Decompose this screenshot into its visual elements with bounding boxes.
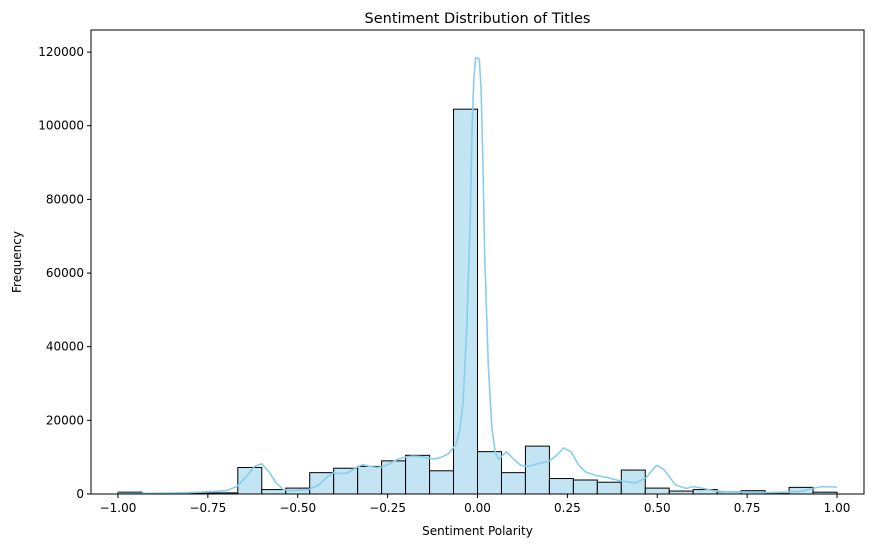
histogram-bar (500, 472, 526, 495)
histogram-bar (405, 454, 431, 495)
y-tick-label: 60000 (46, 266, 84, 280)
x-tick-label: 0.00 (464, 501, 491, 515)
histogram-bar (453, 108, 478, 495)
x-tick-label: −1.00 (100, 501, 137, 515)
y-tick-label: 0 (76, 487, 84, 501)
kde-line (117, 56, 838, 495)
y-tick-label: 20000 (46, 413, 84, 427)
histogram-bar (333, 467, 359, 495)
x-ticks: −1.00 −0.75 −0.50 −0.25 0.00 0.25 0.50 0.75 1.00 (100, 494, 851, 515)
histogram-bar (357, 465, 383, 495)
bars-layer (117, 108, 838, 495)
x-tick-label: 0.25 (554, 501, 581, 515)
y-tick-label: 80000 (46, 192, 84, 206)
x-tick-label: −0.25 (369, 501, 406, 515)
y-axis-title: Frequency (10, 231, 24, 293)
x-tick-label: −0.75 (189, 501, 226, 515)
y-tick-label: 120000 (38, 45, 84, 59)
y-ticks: 0 20000 40000 60000 80000 100000 120000 (38, 45, 91, 501)
y-tick-label: 100000 (38, 119, 84, 133)
kde-layer (117, 56, 838, 495)
y-tick-label: 40000 (46, 340, 84, 354)
histogram-bar (261, 489, 287, 495)
histogram-bar (429, 470, 455, 495)
x-tick-label: 1.00 (824, 501, 851, 515)
x-tick-label: 0.50 (644, 501, 671, 515)
histogram-bar (572, 479, 598, 495)
x-axis-title: Sentiment Polarity (422, 524, 533, 538)
x-tick-label: 0.75 (734, 501, 761, 515)
x-tick-label: −0.50 (279, 501, 316, 515)
histogram-bar (644, 487, 670, 495)
histogram-bar (596, 481, 622, 495)
histogram-bar (524, 445, 550, 495)
chart-title: Sentiment Distribution of Titles (365, 11, 591, 27)
histogram-bar (548, 478, 574, 495)
